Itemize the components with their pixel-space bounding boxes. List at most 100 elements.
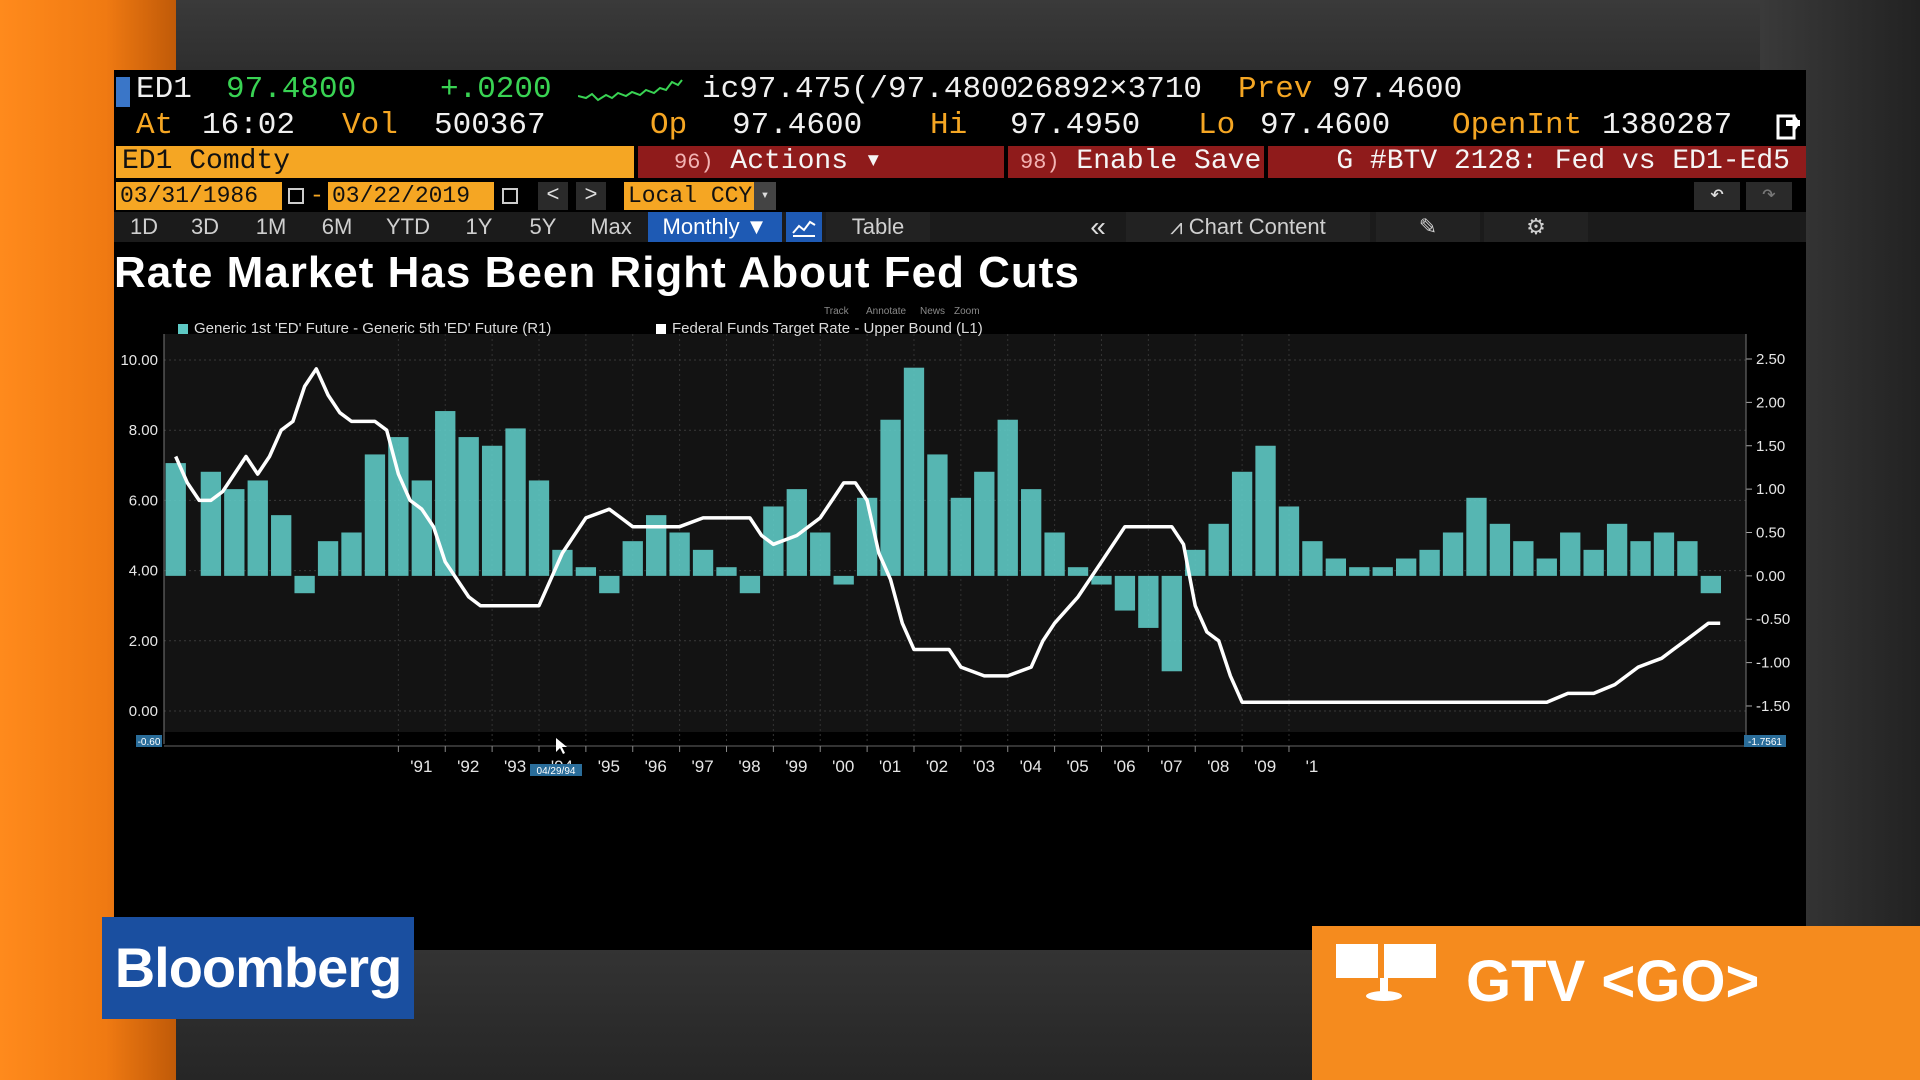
left-tick-label: 10.00 bbox=[120, 352, 158, 369]
spread-bar bbox=[763, 506, 784, 576]
spread-bar bbox=[247, 480, 268, 576]
spread-bar bbox=[1185, 549, 1206, 576]
spread-bar bbox=[646, 515, 667, 576]
spread-bar bbox=[1419, 549, 1440, 576]
news-tool[interactable]: News bbox=[920, 306, 945, 317]
cursor-date-label: 04/29/94 bbox=[537, 766, 576, 777]
spread-bar bbox=[1653, 532, 1675, 576]
currency-select[interactable]: Local CCY bbox=[624, 182, 754, 210]
x-tick-label: '07 bbox=[1160, 757, 1182, 776]
start-date-input[interactable]: 03/31/1986 bbox=[116, 182, 282, 210]
x-tick-label: '96 bbox=[645, 757, 667, 776]
spread-bar bbox=[435, 411, 456, 576]
spread-bar bbox=[622, 541, 643, 576]
period-6m-button[interactable]: 6M bbox=[321, 214, 353, 239]
spread-bar bbox=[1044, 532, 1065, 576]
right-tick-label: 1.50 bbox=[1756, 438, 1785, 455]
gear-icon[interactable]: ⚙ bbox=[1484, 212, 1588, 242]
spread-bar bbox=[974, 471, 995, 576]
x-tick-label: '09 bbox=[1254, 757, 1276, 776]
spread-bar bbox=[1114, 575, 1136, 611]
enable-save-label: Enable Save bbox=[1076, 146, 1262, 177]
collapse-panel-button[interactable]: « bbox=[1090, 211, 1106, 242]
spread-bar bbox=[1606, 523, 1628, 576]
spread-bar bbox=[1208, 523, 1229, 576]
right-tick-label: 2.00 bbox=[1756, 394, 1785, 411]
right-tick-label: 2.50 bbox=[1756, 351, 1785, 368]
left-axis-min-label: -0.60 bbox=[138, 737, 161, 748]
redo-button[interactable]: ↷ bbox=[1746, 182, 1792, 210]
legend-swatch-spread bbox=[178, 324, 188, 334]
cursor-date-flag bbox=[530, 764, 582, 776]
annotate-tool[interactable]: Annotate bbox=[866, 306, 906, 317]
left-tick-label: 4.00 bbox=[129, 563, 158, 580]
security-input[interactable]: ED1 Comdty bbox=[116, 146, 634, 178]
right-tick-label: -1.50 bbox=[1756, 698, 1790, 715]
bloomberg-terminal-window: ED1 97.4800 +.0200 ic97.475(/97.4800 268… bbox=[114, 70, 1806, 950]
spread-bar bbox=[950, 497, 972, 576]
end-calendar-icon[interactable] bbox=[502, 188, 518, 204]
period-1y-button[interactable]: 1Y bbox=[465, 214, 493, 239]
quote-line-2: At 16:02 Vol 500367 Op 97.4600 Hi 97.495… bbox=[114, 108, 1806, 146]
monitor-icon bbox=[1336, 944, 1436, 1001]
price-change: +.0200 bbox=[440, 72, 552, 107]
x-tick-label: '04 bbox=[1020, 757, 1042, 776]
prev-period-button[interactable]: < bbox=[538, 182, 568, 210]
x-tick-label: '06 bbox=[1113, 757, 1135, 776]
right-axis: 2.50 2.00 1.50 1.00 0.50 0.00 -0.50 -1.00 -1.50 bbox=[1745, 334, 1790, 744]
spread-bar bbox=[165, 463, 186, 576]
spread-bar bbox=[1513, 541, 1534, 576]
spread-bar bbox=[552, 549, 573, 576]
low-value: 97.4600 bbox=[1260, 108, 1391, 143]
spread-bar bbox=[599, 575, 620, 594]
period-max-button[interactable]: Max bbox=[590, 214, 632, 239]
export-icon[interactable] bbox=[1776, 112, 1800, 140]
table-button[interactable]: Table bbox=[826, 212, 930, 242]
chart-toolbar: 1D 3D 1M 6M YTD 1Y 5Y Max Monthly ▼ Tabl… bbox=[114, 212, 1806, 242]
spread-bar bbox=[927, 454, 948, 576]
date-range-row: 03/31/1986 - 03/22/2019 < > Local CCY ▾ … bbox=[114, 182, 1806, 210]
chevron-down-icon[interactable]: ▾ bbox=[754, 182, 776, 210]
x-tick-label: '00 bbox=[832, 757, 854, 776]
zoom-tool[interactable]: Zoom bbox=[954, 306, 980, 317]
spread-bar bbox=[341, 532, 362, 576]
spread-bar bbox=[1325, 558, 1347, 576]
x-tick-label: '08 bbox=[1207, 757, 1229, 776]
spread-bar bbox=[317, 541, 339, 576]
period-5y-button[interactable]: 5Y bbox=[529, 214, 557, 239]
undo-button[interactable]: ↶ bbox=[1694, 182, 1740, 210]
bloomberg-logo: Bloomberg bbox=[102, 917, 414, 1019]
low-label: Lo bbox=[1198, 108, 1236, 143]
open-value: 97.4600 bbox=[732, 108, 863, 143]
spread-bar bbox=[200, 471, 222, 576]
spread-bar bbox=[411, 480, 432, 576]
spread-bar bbox=[364, 454, 386, 576]
x-axis: '91'92'93'94'95'96'97'98'99'00'01'02'03'… bbox=[164, 745, 1746, 776]
line-chart-icon[interactable] bbox=[786, 212, 822, 242]
bid-ask-size: 26892×3710 bbox=[1016, 72, 1203, 107]
enable-save-button[interactable]: 98) Enable Save bbox=[1008, 146, 1264, 178]
right-tick-label: 0.50 bbox=[1756, 524, 1785, 541]
chart-content-button[interactable]: ⩘ Chart Content bbox=[1126, 212, 1370, 242]
story-title[interactable]: G #BTV 2128: Fed vs ED1-Ed5 bbox=[1268, 146, 1806, 178]
track-tool[interactable]: Track bbox=[824, 306, 850, 317]
date-range-dash: - bbox=[310, 183, 324, 209]
spread-bar bbox=[1630, 541, 1651, 576]
period-ytd-button[interactable]: YTD bbox=[386, 214, 430, 239]
period-1m-button[interactable]: 1M bbox=[255, 214, 287, 239]
spread-bar bbox=[1255, 445, 1276, 576]
x-tick-label: '03 bbox=[973, 757, 995, 776]
x-tick-label: '98 bbox=[738, 757, 760, 776]
period-1d-button[interactable]: 1D bbox=[129, 214, 159, 239]
x-tick-label: '05 bbox=[1067, 757, 1089, 776]
end-date-input[interactable]: 03/22/2019 bbox=[328, 182, 494, 210]
next-period-button[interactable]: > bbox=[576, 182, 606, 210]
spread-bar bbox=[1560, 532, 1581, 576]
open-label: Op bbox=[650, 108, 688, 143]
frequency-select[interactable]: Monthly ▼ bbox=[648, 212, 782, 242]
actions-menu-button[interactable]: 96) Actions ▾ bbox=[638, 146, 1004, 178]
spread-bar bbox=[1583, 549, 1604, 576]
start-calendar-icon[interactable] bbox=[288, 188, 304, 204]
edit-icon[interactable]: ✎ bbox=[1376, 212, 1480, 242]
period-3d-button[interactable]: 3D bbox=[190, 214, 220, 239]
